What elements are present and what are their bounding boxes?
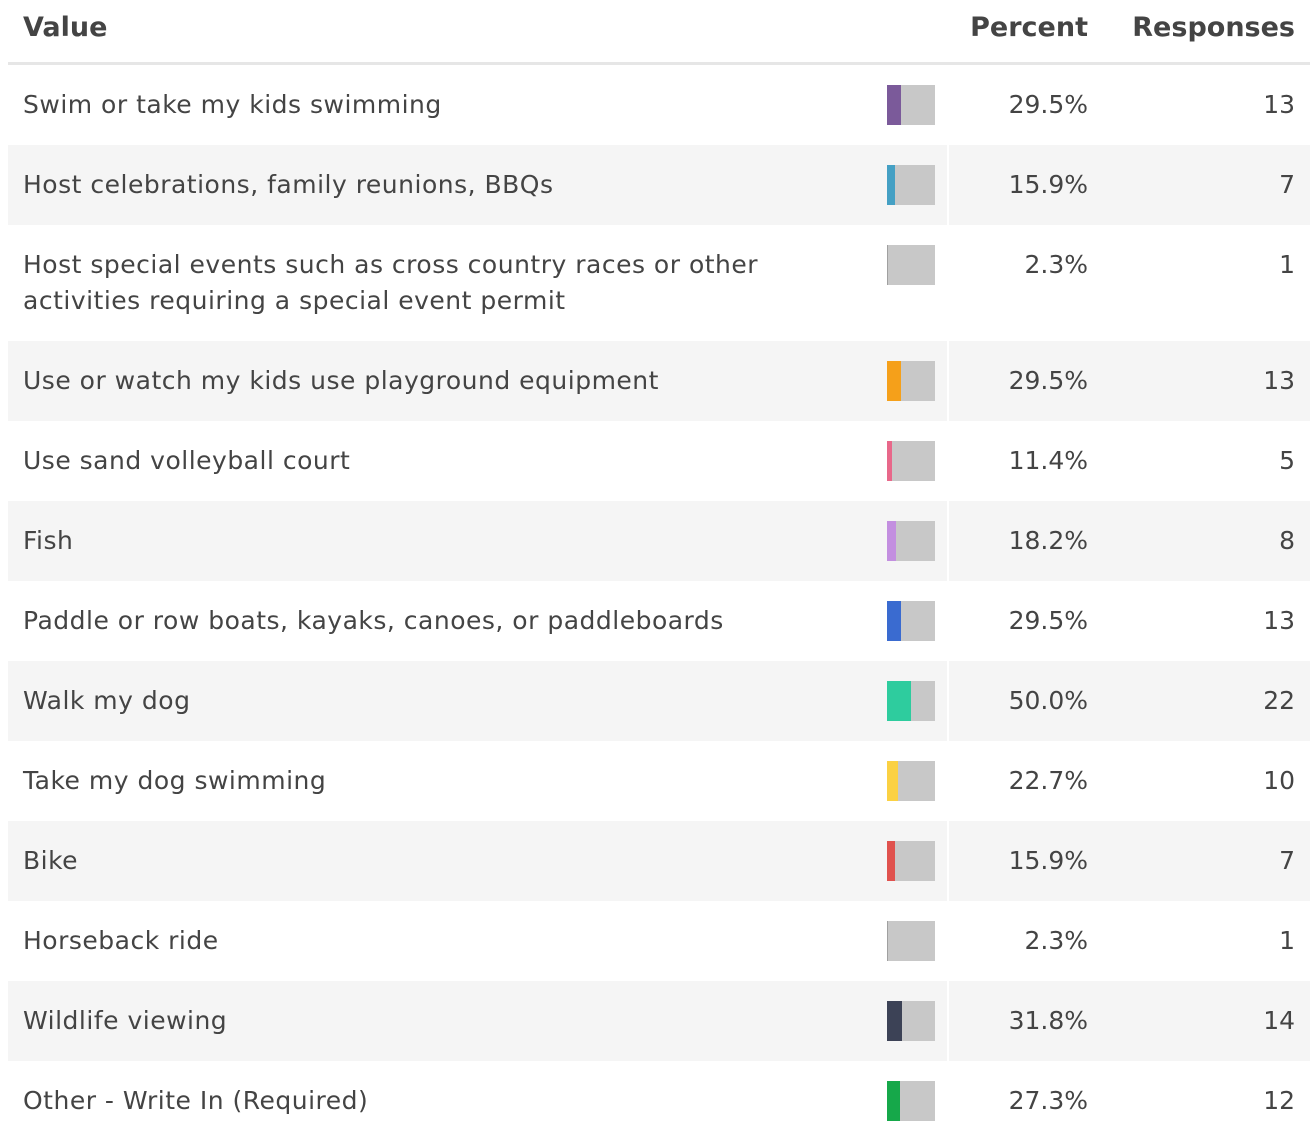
row-percent: 2.3% [1024, 250, 1088, 279]
row-label: Other - Write In (Required) [23, 1086, 369, 1115]
row-percent: 31.8% [1008, 1006, 1088, 1035]
row-responses: 8 [1279, 526, 1295, 555]
row-percent: 11.4% [1008, 446, 1088, 475]
header-value: Value [23, 12, 108, 43]
bar-fill [887, 841, 895, 881]
bar-fill [887, 601, 902, 641]
row-responses: 1 [1279, 250, 1295, 279]
bar-fill [887, 761, 898, 801]
row-label: Horseback ride [23, 926, 219, 955]
table-row: Other - Write In (Required) 27.3% 12 [8, 1061, 1310, 1141]
table-row: Swim or take my kids swimming 29.5% 13 [8, 65, 1310, 145]
bar-track [887, 245, 935, 285]
header-responses: Responses [1132, 12, 1295, 43]
bar-track [887, 361, 935, 401]
table-row: Bike 15.9% 7 [8, 821, 1310, 901]
table-row: Fish 18.2% 8 [8, 501, 1310, 581]
results-table: Value Percent Responses Swim or take my … [8, 0, 1310, 1141]
row-responses: 7 [1279, 170, 1295, 199]
row-label: Swim or take my kids swimming [23, 90, 442, 119]
row-label: Walk my dog [23, 686, 191, 715]
row-responses: 13 [1263, 90, 1295, 119]
row-percent: 22.7% [1008, 766, 1088, 795]
row-responses: 1 [1279, 926, 1295, 955]
bar-fill [887, 245, 889, 285]
bar-fill [887, 1081, 901, 1121]
table-row: Horseback ride 2.3% 1 [8, 901, 1310, 981]
bar-track [887, 521, 935, 561]
table-row: Use sand volleyball court 11.4% 5 [8, 421, 1310, 501]
row-percent: 50.0% [1008, 686, 1088, 715]
table-row: Use or watch my kids use playground equi… [8, 341, 1310, 421]
row-label: Fish [23, 526, 74, 555]
row-label: Take my dog swimming [23, 766, 327, 795]
table-row: Host special events such as cross countr… [8, 225, 1310, 341]
bar-fill [887, 85, 902, 125]
row-label: Paddle or row boats, kayaks, canoes, or … [23, 606, 724, 635]
row-responses: 13 [1263, 606, 1295, 635]
row-responses: 14 [1263, 1006, 1295, 1035]
bar-track [887, 1081, 935, 1121]
row-label: Wildlife viewing [23, 1006, 228, 1035]
table-row: Walk my dog 50.0% 22 [8, 661, 1310, 741]
row-responses: 13 [1263, 366, 1295, 395]
bar-track [887, 921, 935, 961]
row-responses: 22 [1263, 686, 1295, 715]
bar-fill [887, 441, 893, 481]
row-label: Bike [23, 846, 79, 875]
bar-track [887, 85, 935, 125]
table-header: Value Percent Responses [8, 0, 1310, 65]
row-label: Use sand volleyball court [23, 446, 351, 475]
bar-track [887, 441, 935, 481]
bar-fill [887, 1001, 903, 1041]
row-responses: 5 [1279, 446, 1295, 475]
bar-track [887, 1001, 935, 1041]
row-percent: 15.9% [1008, 846, 1088, 875]
row-percent: 15.9% [1008, 170, 1088, 199]
table-row: Paddle or row boats, kayaks, canoes, or … [8, 581, 1310, 661]
bar-fill [887, 521, 896, 561]
row-percent: 27.3% [1008, 1086, 1088, 1115]
table-row: Take my dog swimming 22.7% 10 [8, 741, 1310, 821]
bar-fill [887, 361, 902, 401]
bar-track [887, 841, 935, 881]
row-percent: 29.5% [1008, 90, 1088, 119]
table-row: Wildlife viewing 31.8% 14 [8, 981, 1310, 1061]
row-percent: 29.5% [1008, 606, 1088, 635]
bar-fill [887, 165, 895, 205]
bar-fill [887, 681, 911, 721]
header-percent: Percent [970, 12, 1088, 43]
row-percent: 29.5% [1008, 366, 1088, 395]
row-responses: 10 [1263, 766, 1295, 795]
row-responses: 12 [1263, 1086, 1295, 1115]
row-label: Use or watch my kids use playground equi… [23, 366, 659, 395]
row-percent: 18.2% [1008, 526, 1088, 555]
row-responses: 7 [1279, 846, 1295, 875]
table-row: Host celebrations, family reunions, BBQs… [8, 145, 1310, 225]
page: {"header": {"value": "Value", "percent":… [8, 12, 1310, 1121]
row-label: Host celebrations, family reunions, BBQs [23, 170, 554, 199]
row-label: Host special events such as cross countr… [23, 250, 759, 315]
row-percent: 2.3% [1024, 926, 1088, 955]
bar-track [887, 165, 935, 205]
bar-fill [887, 921, 889, 961]
bar-track [887, 761, 935, 801]
bar-track [887, 681, 935, 721]
bar-track [887, 601, 935, 641]
